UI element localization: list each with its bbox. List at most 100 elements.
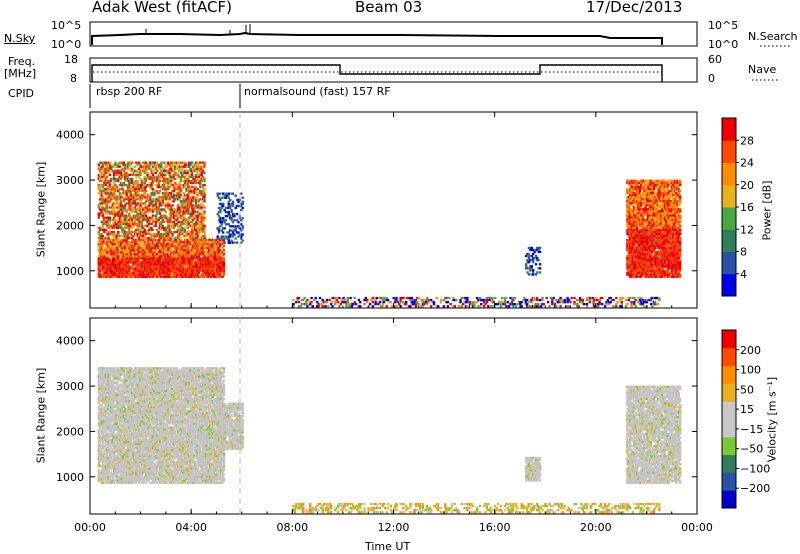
cell-power-r0 [142, 261, 145, 264]
cell-power-r0 [196, 259, 199, 262]
cell-power-r0 [158, 267, 162, 270]
cell-power-r4 [637, 238, 640, 242]
cell-power-r5 [314, 296, 317, 300]
cell-power-r2 [240, 229, 243, 232]
cell-power-r1 [139, 177, 142, 181]
cell-power-r4 [665, 195, 668, 199]
cell-power-r4 [659, 216, 662, 219]
cell-power-r0 [210, 275, 213, 278]
cell-power-r4 [667, 208, 671, 211]
cell-power-r4 [666, 218, 669, 221]
cell-power-r0 [185, 242, 188, 246]
cell-power-r0 [139, 265, 142, 268]
cell-power-r1 [190, 210, 194, 213]
cell-power-r0 [195, 265, 198, 268]
cell-power-r1 [188, 173, 191, 176]
cell-power-r1 [143, 196, 146, 199]
cell-power-r1 [169, 230, 173, 234]
cell-power-r4 [627, 206, 630, 209]
cell-power-r0 [132, 261, 135, 264]
cell-power-r4 [676, 271, 679, 274]
cell-power-r1 [126, 167, 130, 170]
cell-power-r1 [156, 192, 159, 195]
cell-power-r0 [101, 247, 105, 250]
cell-power-r0 [119, 273, 123, 276]
cell-power-r4 [626, 218, 629, 221]
cell-power-r3 [538, 271, 542, 274]
cell-power-r4 [670, 181, 674, 184]
cell-power-r3 [532, 269, 535, 272]
cell-power-r4 [644, 214, 647, 217]
cell-power-r4 [656, 218, 660, 221]
cell-power-r1 [117, 206, 120, 209]
cell-power-r1 [126, 208, 130, 211]
cell-power-r0 [192, 259, 195, 262]
cell-power-r0 [125, 273, 128, 276]
cell-power-r0 [101, 257, 105, 260]
cell-power-r4 [637, 257, 640, 260]
cell-power-r0 [118, 249, 121, 252]
cell-power-r4 [635, 187, 639, 191]
cell-power-r5 [311, 305, 315, 308]
cell-power-r1 [179, 171, 183, 174]
cell-power-r0 [108, 267, 112, 270]
cell-power-r4 [672, 204, 675, 207]
cell-power-r0 [196, 271, 199, 274]
cell-power-r1 [111, 235, 114, 238]
cell-power-r4 [670, 185, 674, 188]
cell-power-r0 [204, 265, 208, 268]
cell-power-r1 [139, 228, 142, 232]
cell-power-r0 [192, 265, 195, 268]
cell-power-r4 [654, 269, 657, 272]
cell-power-r0 [124, 255, 127, 258]
cell-power-r1 [200, 190, 203, 193]
cell-power-r1 [149, 163, 152, 166]
cell-power-r4 [652, 204, 655, 207]
freq-label-2: [MHz] [4, 67, 37, 80]
cell-power-r4 [627, 220, 630, 223]
cell-power-r0 [147, 247, 151, 250]
cell-power-r4 [673, 249, 676, 252]
cell-power-r0 [222, 253, 226, 256]
cell-power-r0 [140, 253, 144, 256]
cell-power-r1 [129, 206, 132, 209]
cell-power-r0 [132, 271, 135, 274]
cell-power-r4 [662, 263, 665, 266]
cell-power-r4 [662, 191, 665, 195]
cell-power-r1 [97, 230, 100, 234]
cell-power-r4 [633, 208, 636, 211]
cell-power-r1 [189, 188, 192, 191]
cell-power-r4 [662, 255, 665, 258]
cell-power-r4 [652, 206, 655, 209]
cell-power-r4 [654, 240, 657, 244]
cell-power-r4 [679, 236, 682, 240]
cell-power-r4 [644, 222, 647, 225]
cell-power-r1 [119, 220, 123, 223]
cell-power-r4 [642, 200, 646, 203]
cell-power-r1 [197, 165, 201, 168]
cell-power-r1 [108, 216, 112, 219]
cell-power-r0 [220, 267, 223, 270]
cell-power-r0 [122, 275, 125, 278]
cell-power-r4 [638, 200, 642, 203]
cell-power-r0 [181, 253, 184, 256]
cell-power-r0 [133, 251, 137, 254]
cell-power-r1 [114, 177, 117, 181]
cell-power-r4 [658, 267, 661, 270]
cell-power-r4 [633, 261, 636, 264]
cell-power-r1 [203, 237, 206, 240]
cell-power-r4 [663, 187, 667, 191]
cell-power-r0 [193, 238, 196, 242]
cell-power-r0 [142, 244, 145, 248]
cell-power-r1 [172, 214, 176, 217]
cell-power-r2 [224, 215, 228, 218]
cell-power-r0 [218, 265, 221, 268]
cell-power-r1 [128, 220, 131, 223]
cell-power-r0 [171, 244, 174, 248]
cell-power-r4 [648, 244, 651, 248]
cell-power-r0 [206, 242, 209, 246]
cell-power-r1 [149, 216, 152, 219]
cell-power-r0 [182, 259, 185, 262]
cell-power-r1 [111, 188, 114, 191]
cell-power-r0 [201, 249, 205, 252]
